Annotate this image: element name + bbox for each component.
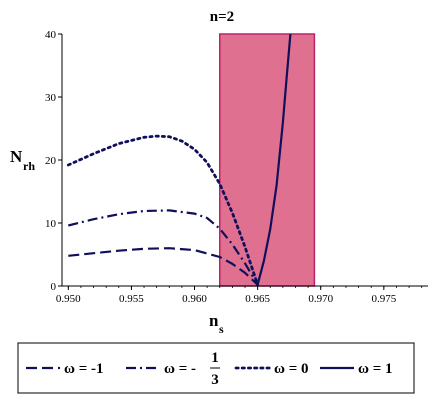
legend-label: ω = -: [164, 361, 196, 377]
series-group: [66, 34, 292, 286]
y-tick-label: 0: [51, 281, 57, 293]
y-axis-label-sub: rh: [23, 159, 35, 173]
legend-entry-2: ω = - 1 3: [126, 350, 220, 388]
y-axis-label-base: N: [10, 147, 23, 166]
y-tick-label: 40: [45, 29, 57, 41]
legend-label: ω = 0: [274, 361, 309, 377]
legend-fraction-num: 1: [211, 350, 219, 366]
x-axis-label-sub: s: [219, 322, 224, 336]
y-tick-label: 30: [45, 92, 57, 104]
legend-label: ω = 1: [358, 361, 393, 377]
legend-label: ω = -1: [64, 361, 104, 377]
y-tick-label: 10: [45, 218, 57, 230]
x-tick-label: 0.955: [119, 293, 144, 305]
series-line-w_0: [66, 134, 260, 286]
series-line-w_m1: [68, 247, 259, 286]
x-axis-label: n s: [209, 311, 224, 336]
legend-entry-4: ω = 1: [320, 361, 393, 377]
x-tick-label: 0.975: [371, 293, 396, 305]
x-tick-label: 0.965: [245, 293, 270, 305]
x-tick-label: 0.970: [308, 293, 333, 305]
legend-entry-3: ω = 0: [234, 361, 309, 377]
x-tick-label: 0.960: [182, 293, 207, 305]
legend-entry-1: ω = -1: [26, 361, 104, 377]
series-line-w_m13: [68, 209, 259, 286]
plot-area: 0 10 20 30 40 0.950 0.955 0.960 0.965 0.970 0.975: [45, 29, 428, 305]
series-line-w_1: [256, 34, 292, 285]
legend-fraction-den: 3: [211, 372, 219, 388]
x-tick-label: 0.950: [56, 293, 81, 305]
y-axis-label: N rh: [10, 147, 35, 173]
x-axis-label-base: n: [209, 311, 219, 330]
y-tick-label: 20: [45, 155, 57, 167]
chart-title: n=2: [210, 9, 234, 25]
